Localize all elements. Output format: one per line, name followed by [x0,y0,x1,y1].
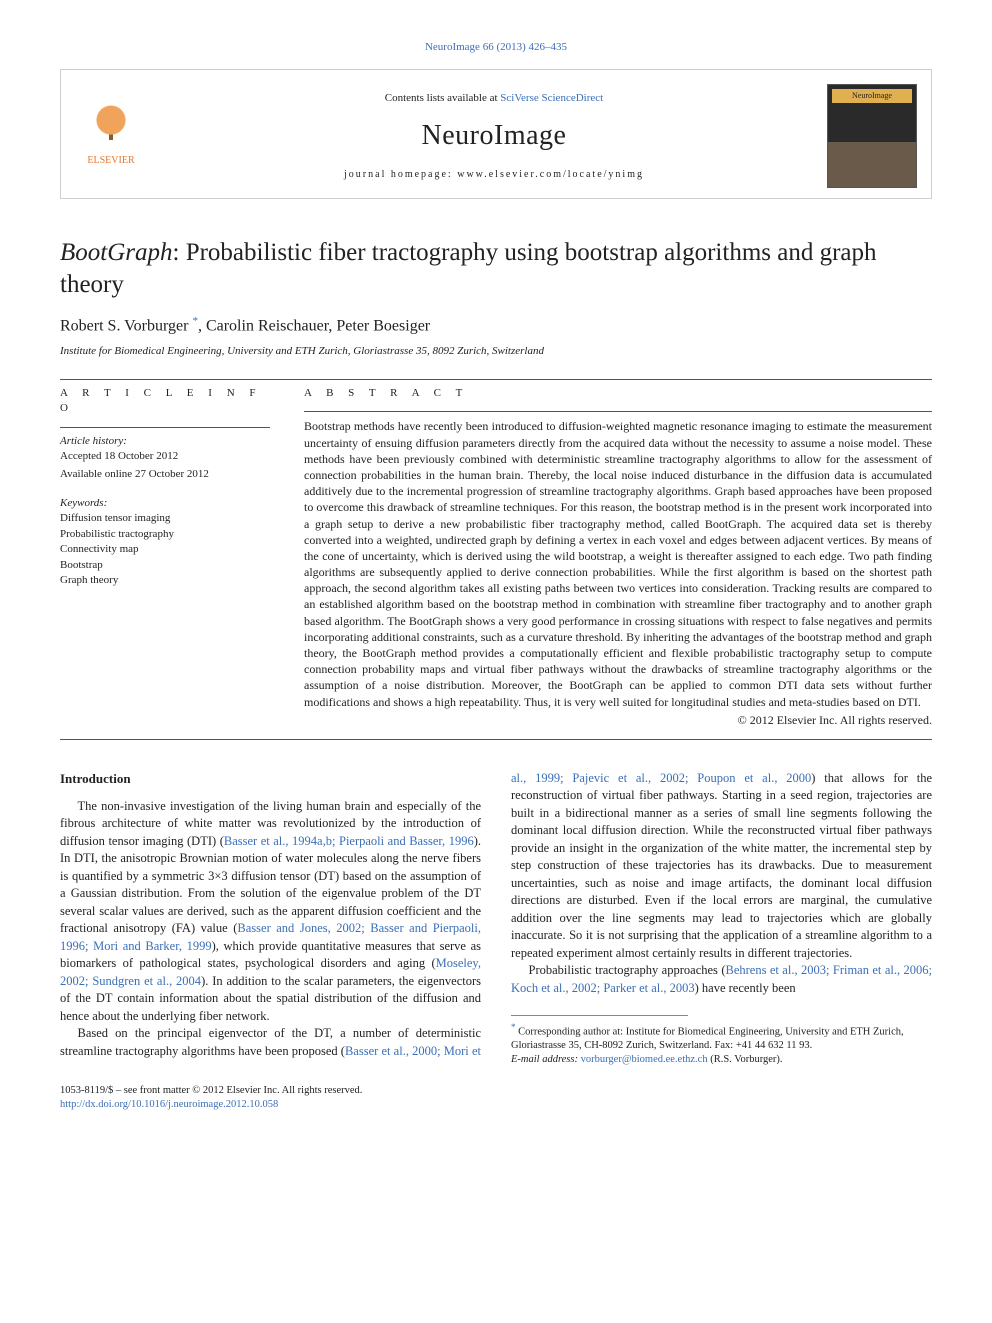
author-list: Robert S. Vorburger *, Carolin Reischaue… [60,314,932,338]
citation-link[interactable]: NeuroImage 66 (2013) 426–435 [425,41,567,53]
accepted-date: Accepted 18 October 2012 [60,449,270,464]
doi-link[interactable]: http://dx.doi.org/10.1016/j.neuroimage.2… [60,1099,278,1110]
abstract-block: A B S T R A C T Bootstrap methods have r… [304,386,932,729]
email-suffix: (R.S. Vorburger). [708,1054,783,1065]
header-center: Contents lists available at SciVerse Sci… [161,91,827,182]
history-label: Article history: [60,434,270,449]
keyword: Graph theory [60,573,270,588]
article-info-heading: A R T I C L E I N F O [60,386,270,417]
divider [60,739,932,740]
homepage-line: journal homepage: www.elsevier.com/locat… [161,168,827,182]
contents-line: Contents lists available at SciVerse Sci… [161,91,827,106]
star-icon: * [511,1022,516,1032]
divider [60,379,932,380]
keyword: Bootstrap [60,558,270,573]
title-italic: BootGraph [60,239,173,266]
corr-text: Corresponding author at: Institute for B… [511,1027,904,1052]
authors-rest: , Carolin Reischauer, Peter Boesiger [198,317,430,334]
abstract-heading: A B S T R A C T [304,386,932,401]
info-abstract-row: A R T I C L E I N F O Article history: A… [60,386,932,729]
divider [60,427,270,428]
email-footnote: E-mail address: vorburger@biomed.ee.ethz… [511,1053,932,1067]
publisher-logo: ELSEVIER [61,104,161,168]
section-heading-introduction: Introduction [60,770,481,788]
sciencedirect-link[interactable]: SciVerse ScienceDirect [500,92,603,104]
email-label: E-mail address: [511,1054,581,1065]
corresponding-footnote: * Corresponding author at: Institute for… [511,1022,932,1053]
p3b: ) have recently been [695,981,796,995]
abstract-text: Bootstrap methods have recently been int… [304,418,932,709]
cover-banner: NeuroImage [832,89,912,102]
p3a: Probabilistic tractography approaches ( [529,963,726,977]
journal-cover-thumb: NeuroImage [827,84,917,188]
contents-prefix: Contents lists available at [385,92,500,104]
abstract-copyright: © 2012 Elsevier Inc. All rights reserved… [304,712,932,729]
keyword: Diffusion tensor imaging [60,511,270,526]
keywords-label: Keywords: [60,496,270,511]
elsevier-tree-icon [88,104,134,150]
title-rest: : Probabilistic fiber tractography using… [60,239,877,297]
keyword: Probabilistic tractography [60,527,270,542]
article-title: BootGraph: Probabilistic fiber tractogra… [60,237,932,300]
online-date: Available online 27 October 2012 [60,467,270,482]
homepage-url[interactable]: www.elsevier.com/locate/ynimg [457,169,644,180]
issn-line: 1053-8119/$ – see front matter © 2012 El… [60,1084,932,1098]
email-link[interactable]: vorburger@biomed.ee.ethz.ch [581,1054,708,1065]
journal-name: NeuroImage [161,116,827,155]
article-info: A R T I C L E I N F O Article history: A… [60,386,270,729]
divider [304,411,932,412]
footnote-divider [511,1015,688,1016]
p2b: ) that allows for the reconstruction of … [511,771,932,960]
article-body: Introduction The non-invasive investigat… [60,770,932,1067]
journal-citation: NeuroImage 66 (2013) 426–435 [60,40,932,55]
paragraph: Probabilistic tractography approaches (B… [511,962,932,997]
homepage-prefix: journal homepage: [344,169,457,180]
paragraph: The non-invasive investigation of the li… [60,798,481,1026]
journal-header: ELSEVIER Contents lists available at Sci… [60,69,932,199]
keyword: Connectivity map [60,542,270,557]
publisher-name: ELSEVIER [61,154,161,168]
affiliation: Institute for Biomedical Engineering, Un… [60,344,932,359]
ref-link[interactable]: Basser et al., 1994a,b; Pierpaoli and Ba… [224,834,474,848]
footer-meta: 1053-8119/$ – see front matter © 2012 El… [60,1084,932,1111]
author-1: Robert S. Vorburger [60,317,188,334]
